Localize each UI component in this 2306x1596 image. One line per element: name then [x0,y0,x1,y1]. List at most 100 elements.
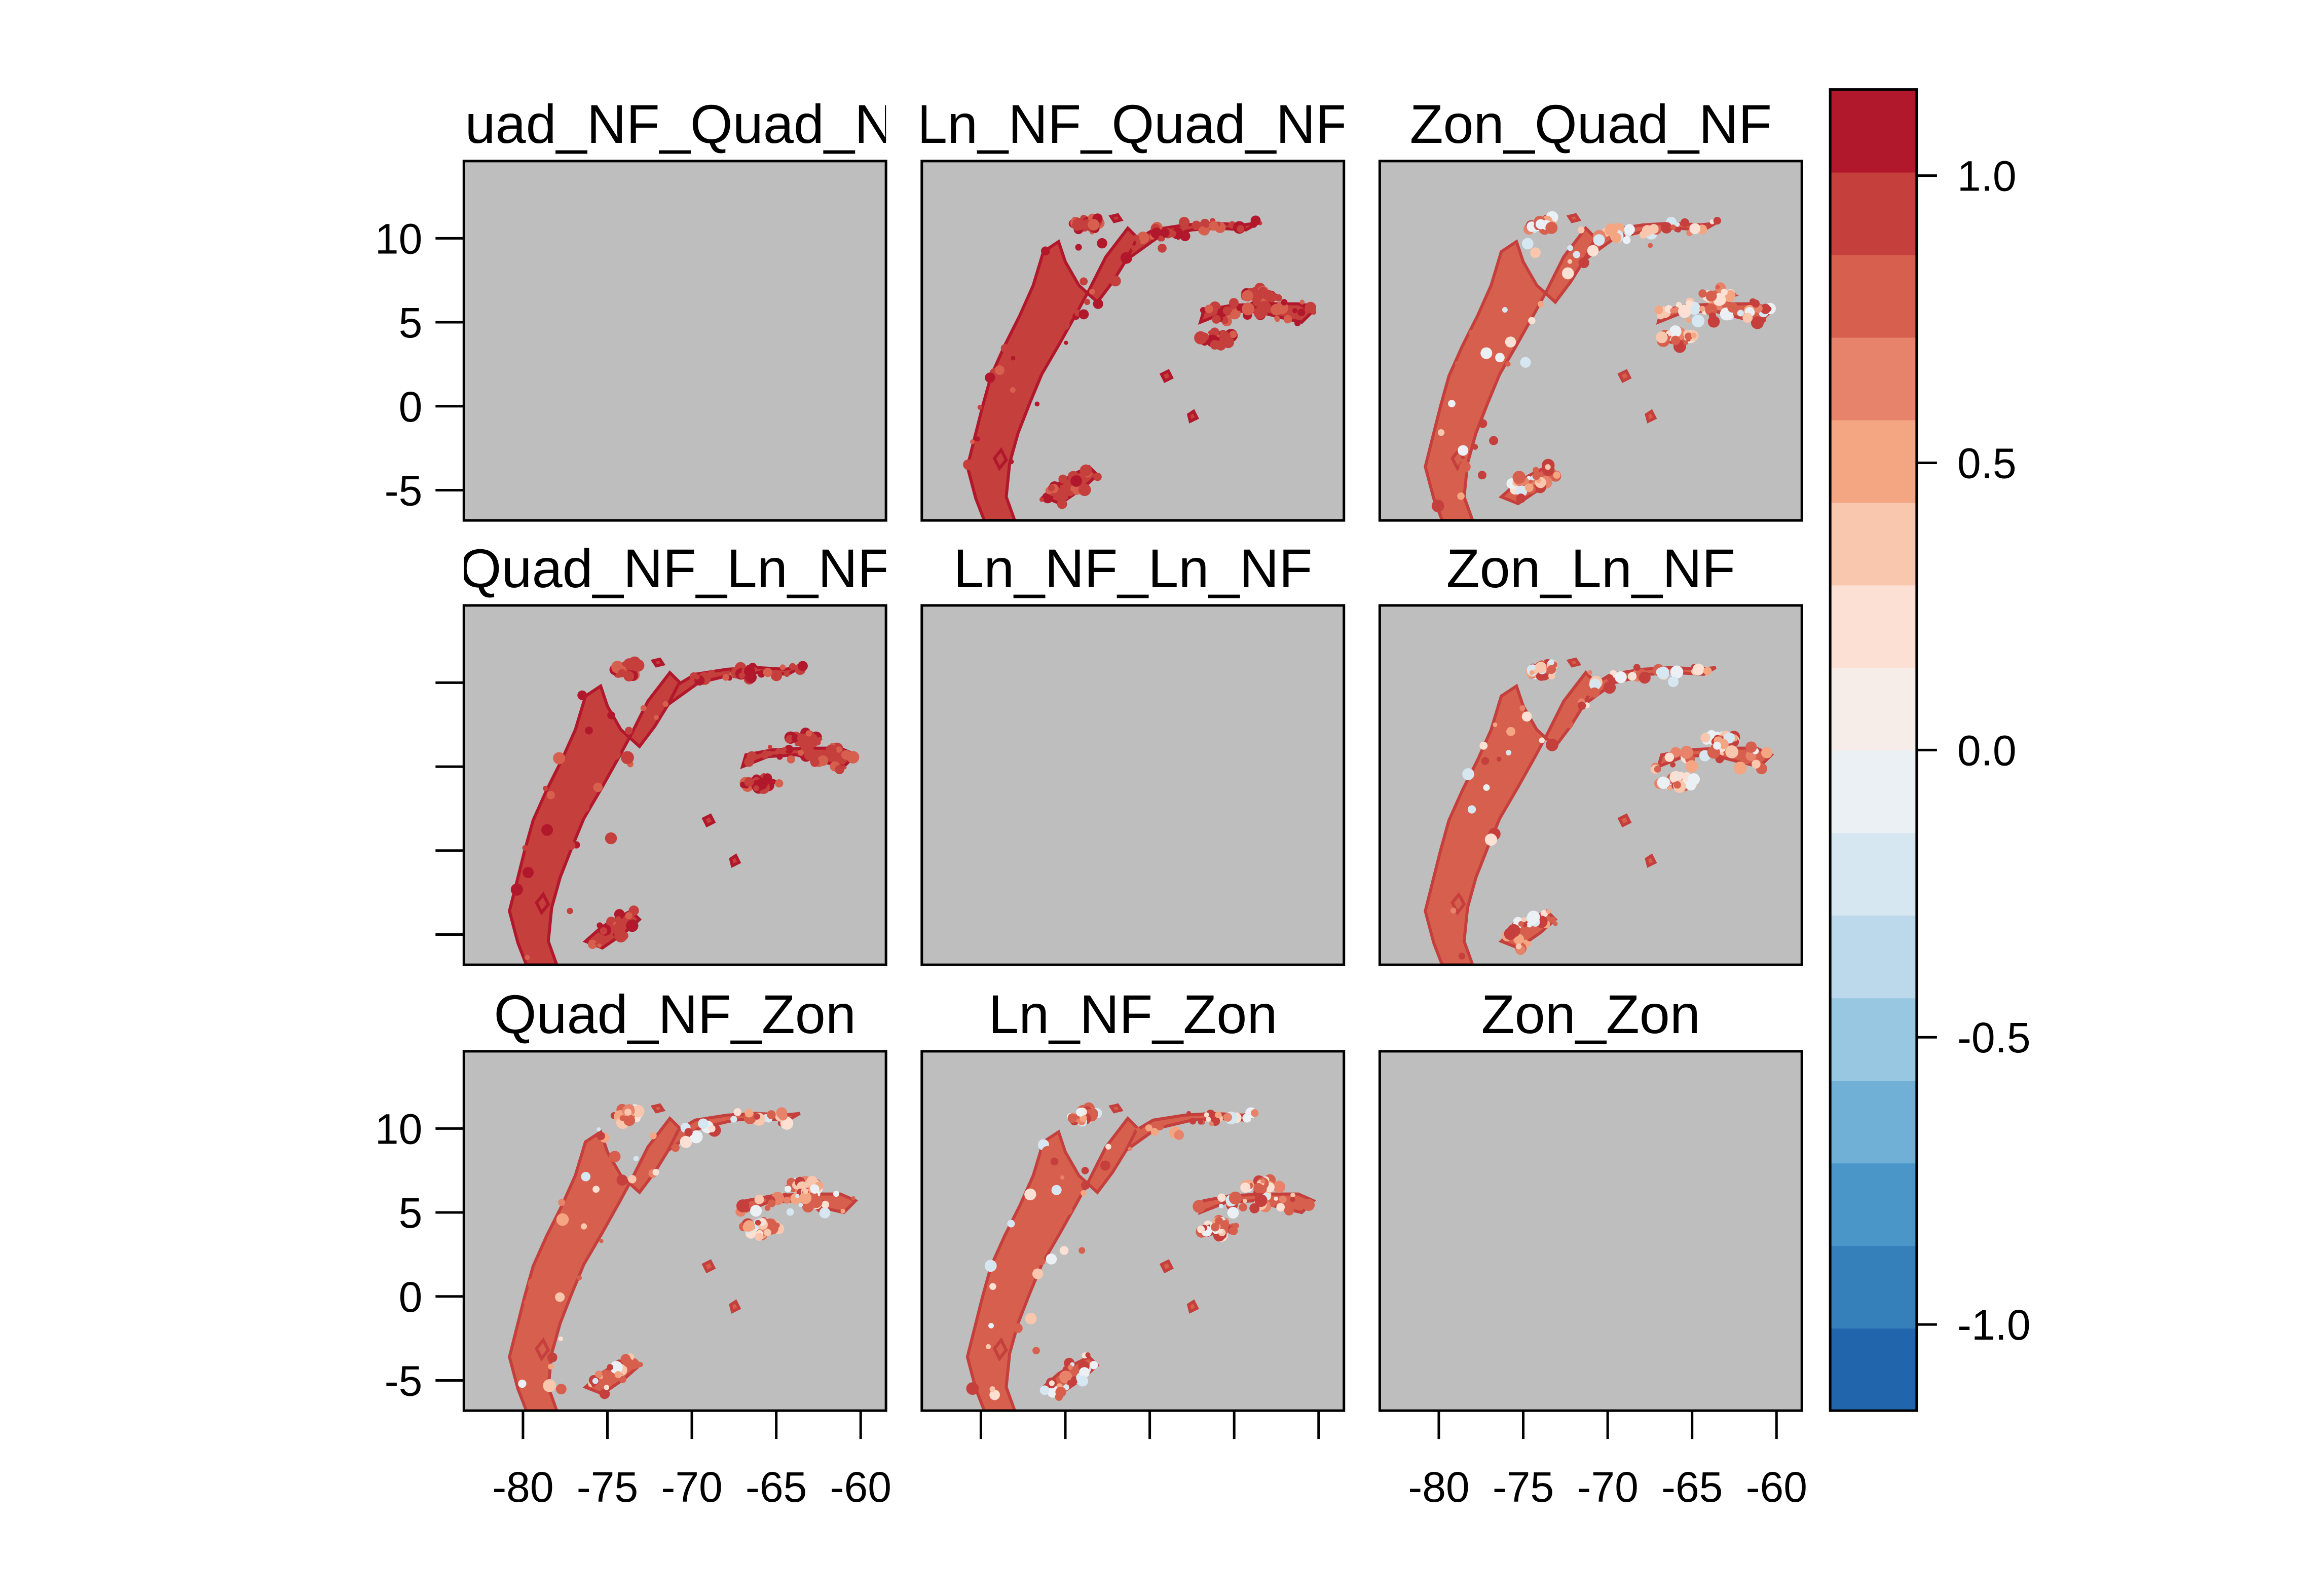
map-cell [1686,300,1693,308]
map-cell [1468,329,1475,336]
map-cell [1198,226,1207,235]
map-cell [1197,1225,1205,1233]
map-cell [1058,474,1068,484]
map-cell [1506,727,1515,736]
map-cell [632,659,645,672]
map-cell [638,1362,643,1367]
map-cell [556,1213,569,1226]
map-cell [1506,750,1512,756]
panel-title: Quad_NF_Zon [494,983,856,1045]
map-cell [763,668,772,677]
map-cell [528,1278,539,1289]
map-cell [581,1171,591,1182]
map-cell [1174,1130,1184,1140]
panel: Quad_NF_Zon [462,983,887,1412]
map-cell [1064,340,1068,345]
y-tick-label: 5 [399,1189,423,1237]
map-cell [546,791,555,800]
map-cell [1305,301,1317,314]
map-cell [1229,1191,1242,1205]
map-cell [1524,483,1534,492]
map-cell [1458,953,1466,960]
map-cell [762,750,769,756]
map-cell [985,372,995,383]
map-region [992,1337,1008,1361]
map-cell [585,726,593,735]
map-cell [1175,234,1181,240]
map-region [1108,213,1124,223]
map-cell [1515,943,1522,949]
map-cell [1194,331,1208,345]
map-region [508,670,684,965]
x-tick-label: -60 [830,1463,891,1511]
map-cell [1505,361,1511,367]
map-cell [1567,245,1573,251]
map-cell [1060,1175,1065,1180]
map-cell [1212,315,1221,324]
map-cell [633,1361,639,1367]
map-cell [1472,444,1478,450]
map-cell [1450,907,1457,914]
map-cell [1691,332,1697,338]
colorbar-segment [1830,1080,1917,1164]
map-cell [618,669,626,678]
map-cell [989,1386,995,1392]
map-cell [1670,224,1676,230]
map-cell [558,1336,563,1341]
map-cell [798,749,804,756]
panel-border [1378,604,1803,966]
map-cell [1217,1193,1226,1202]
map-cell [1211,1223,1219,1232]
map-cell [577,750,584,757]
map-cell [1686,317,1691,323]
map-cell [730,1116,737,1123]
map-cell [1254,1194,1268,1207]
map-cell [1502,307,1508,313]
map-cell [787,755,795,764]
map-cell [708,1125,716,1132]
map-cell [1208,330,1213,335]
map-cell [1535,662,1547,673]
map-cell [1158,235,1164,240]
map-cell [1032,1268,1044,1279]
map-cell [1678,305,1691,318]
map-cell [592,1186,600,1193]
map-cell [1133,235,1139,241]
map-cell [1448,400,1456,407]
map-cell [1528,317,1536,325]
map-cell [1733,762,1747,775]
panel-title: Zon_Quad_NF [1410,93,1772,155]
map-cell [576,800,590,813]
map-cell [1548,659,1554,665]
map-cell [1036,279,1044,286]
map-cell [1437,429,1445,436]
map-cell [1483,784,1490,791]
map-cell [754,1194,764,1204]
map-cell [767,1110,776,1119]
map-cell [1450,829,1455,834]
map-cell [1041,246,1050,256]
map-cell [596,1131,605,1141]
map-cell [1136,1127,1140,1132]
map-cell [1078,483,1091,497]
map-cell [1267,291,1277,302]
map-cell [577,1275,582,1281]
map-cell [549,1264,562,1277]
map-cell [1055,320,1061,326]
map-cell [1553,471,1561,479]
map-cell [1252,287,1258,293]
map-cell [1689,223,1701,235]
map-region [1645,853,1657,868]
map-cell [1080,464,1092,477]
map-cell [1495,302,1503,310]
map-cell [599,1388,610,1399]
map-cell [1128,1147,1132,1151]
map-cell [977,405,983,410]
map-cell [776,753,783,760]
map-region [1108,1103,1124,1114]
map-cell [1708,312,1717,320]
map-cell [1000,344,1010,353]
map-cell [1537,300,1545,308]
map-cell [620,1354,631,1364]
map-cell [1242,302,1255,316]
